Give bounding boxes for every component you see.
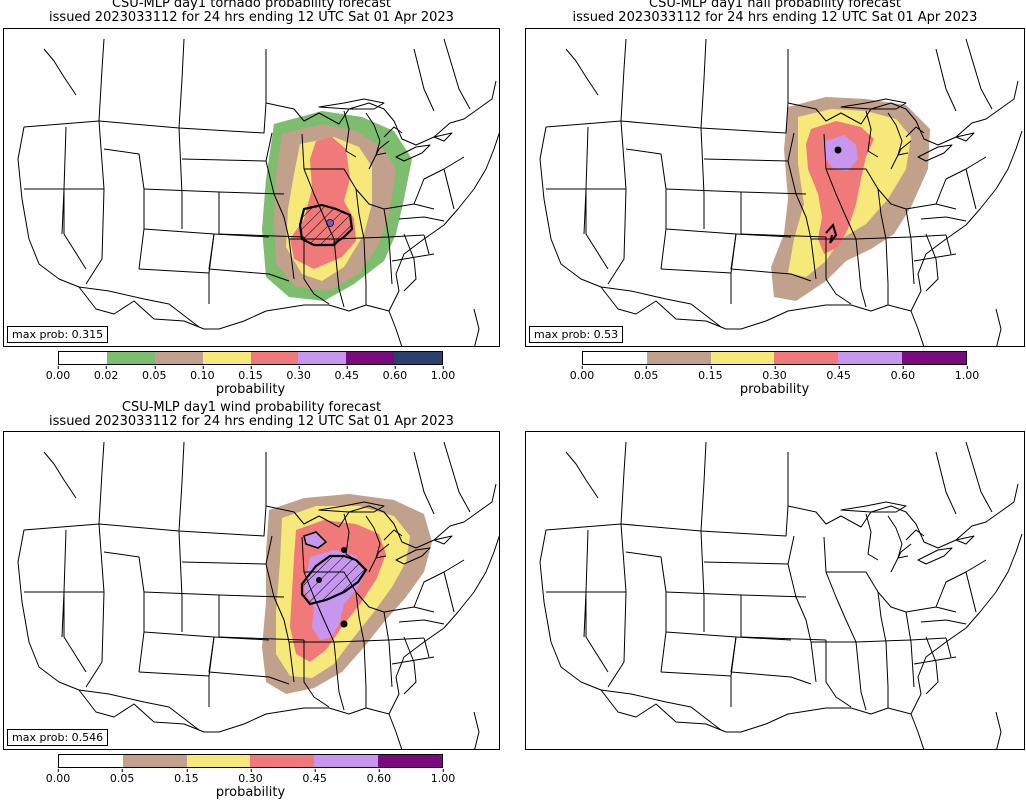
wind-colorbar-tick: 0.15 bbox=[174, 769, 199, 785]
tornado-colorbar-segment bbox=[59, 352, 107, 364]
hail-colorbar bbox=[582, 351, 967, 365]
wind-colorbar-tick: 0.00 bbox=[45, 769, 71, 785]
hail-colorbar-tick: 0.45 bbox=[826, 366, 851, 382]
hail-colorbar-label: probability bbox=[739, 382, 810, 397]
wind-dot-north bbox=[341, 547, 347, 553]
wind-colorbar-segment bbox=[59, 755, 123, 767]
hail-colorbar-segment bbox=[774, 352, 839, 364]
wind-colorbar-tick: 0.60 bbox=[366, 769, 392, 785]
wind-colorbar-ticks: 0.00 0.05 0.15 0.30 0.45 0.60 1.00 bbox=[46, 769, 455, 786]
tornado-colorbar-tick: 0.15 bbox=[238, 366, 263, 382]
tornado-colorbar bbox=[58, 351, 443, 365]
wind-colorbar-segment bbox=[378, 755, 442, 767]
wind-colorbar-segment bbox=[250, 755, 315, 767]
tornado-colorbar-tick: 1.00 bbox=[430, 366, 456, 382]
tornado-title-line2: issued 2023033112 for 24 hrs ending 12 U… bbox=[49, 10, 454, 25]
hail-colorbar-segment bbox=[583, 352, 647, 364]
wind-colorbar-tick: 0.30 bbox=[238, 769, 263, 785]
wind-max-prob: max prob: 0.546 bbox=[7, 729, 109, 746]
wind-title-line1: CSU-MLP day1 wind probability forecast bbox=[121, 400, 382, 415]
hail-colorbar-ticks: 0.00 0.05 0.15 0.30 0.45 0.60 1.00 bbox=[570, 366, 979, 383]
wind-colorbar-segment bbox=[314, 755, 379, 767]
tornado-colorbar-tick: 0.10 bbox=[190, 366, 215, 382]
blank-map bbox=[525, 431, 1025, 750]
hail-title-line1: CSU-MLP day1 hail probability forecast bbox=[649, 0, 901, 11]
tornado-title-line1: CSU-MLP day1 tornado probability forecas… bbox=[111, 0, 392, 11]
wind-colorbar-tick: 0.45 bbox=[302, 769, 327, 785]
tornado-title: CSU-MLP day1 tornado probability forecas… bbox=[3, 0, 500, 25]
hail-title-line2: issued 2023033112 for 24 hrs ending 12 U… bbox=[572, 10, 978, 25]
tornado-colorbar-segment bbox=[250, 352, 299, 364]
hail-max-dot bbox=[834, 146, 842, 154]
wind-dot-west bbox=[316, 577, 322, 583]
tornado-map-svg bbox=[17, 38, 499, 346]
wind-colorbar-segment bbox=[122, 755, 187, 767]
hail-max-prob: max prob: 0.53 bbox=[529, 326, 624, 343]
wind-title-line2: issued 2023033112 for 24 hrs ending 12 U… bbox=[49, 414, 454, 429]
wind-max-dot bbox=[340, 620, 348, 628]
hail-colorbar-tick: 0.00 bbox=[569, 366, 595, 382]
tornado-map: max prob: 0.315 bbox=[3, 28, 500, 347]
hail-title: CSU-MLP day1 hail probability forecast i… bbox=[525, 0, 1025, 25]
tornado-colorbar-tick: 0.05 bbox=[142, 366, 167, 382]
hail-map: max prob: 0.53 bbox=[525, 28, 1025, 347]
hail-colorbar-segment bbox=[710, 352, 775, 364]
tornado-colorbar-ticks: 0.00 0.02 0.05 0.10 0.15 0.30 0.45 0.60 1.00 bbox=[46, 366, 455, 383]
wind-colorbar-tick: 0.05 bbox=[109, 769, 135, 785]
hail-colorbar-tick: 0.05 bbox=[633, 366, 659, 382]
hail-colorbar-tick: 0.60 bbox=[890, 366, 916, 382]
wind-contour-0.45-hatch bbox=[300, 554, 368, 606]
wind-colorbar-label: probability bbox=[215, 785, 286, 800]
hail-colorbar-tick: 0.30 bbox=[762, 366, 787, 382]
tornado-colorbar-tick: 0.45 bbox=[334, 366, 359, 382]
hail-colorbar-tick: 0.15 bbox=[698, 366, 723, 382]
hail-contour-0.45-line bbox=[825, 222, 838, 244]
wind-contour-0.45-north bbox=[303, 531, 328, 549]
hail-colorbar-segment bbox=[646, 352, 711, 364]
hail-colorbar-tick: 1.00 bbox=[954, 366, 980, 382]
tornado-max-prob: max prob: 0.315 bbox=[7, 326, 109, 343]
blank-map-svg bbox=[539, 441, 1023, 749]
wind-colorbar-segment bbox=[186, 755, 251, 767]
tornado-colorbar-tick: 0.02 bbox=[93, 366, 119, 382]
tornado-colorbar-segment bbox=[394, 352, 442, 364]
tornado-colorbar-tick: 0.00 bbox=[45, 366, 71, 382]
wind-map: max prob: 0.546 bbox=[3, 431, 500, 750]
tornado-colorbar-segment bbox=[106, 352, 155, 364]
tornado-colorbar-tick: 0.60 bbox=[382, 366, 408, 382]
hail-map-svg bbox=[539, 38, 1023, 346]
tornado-colorbar-segment bbox=[154, 352, 203, 364]
tornado-colorbar-tick: 0.30 bbox=[286, 366, 311, 382]
wind-colorbar bbox=[58, 754, 443, 768]
tornado-colorbar-segment bbox=[346, 352, 395, 364]
tornado-colorbar-segment bbox=[298, 352, 347, 364]
hail-contour-0.45 bbox=[824, 135, 858, 171]
wind-title: CSU-MLP day1 wind probability forecast i… bbox=[3, 401, 500, 429]
wind-map-svg bbox=[17, 441, 499, 749]
tornado-colorbar-segment bbox=[202, 352, 251, 364]
tornado-colorbar-label: probability bbox=[215, 382, 286, 397]
hail-colorbar-segment bbox=[838, 352, 903, 364]
wind-colorbar-tick: 1.00 bbox=[430, 769, 456, 785]
hail-colorbar-segment bbox=[902, 352, 966, 364]
